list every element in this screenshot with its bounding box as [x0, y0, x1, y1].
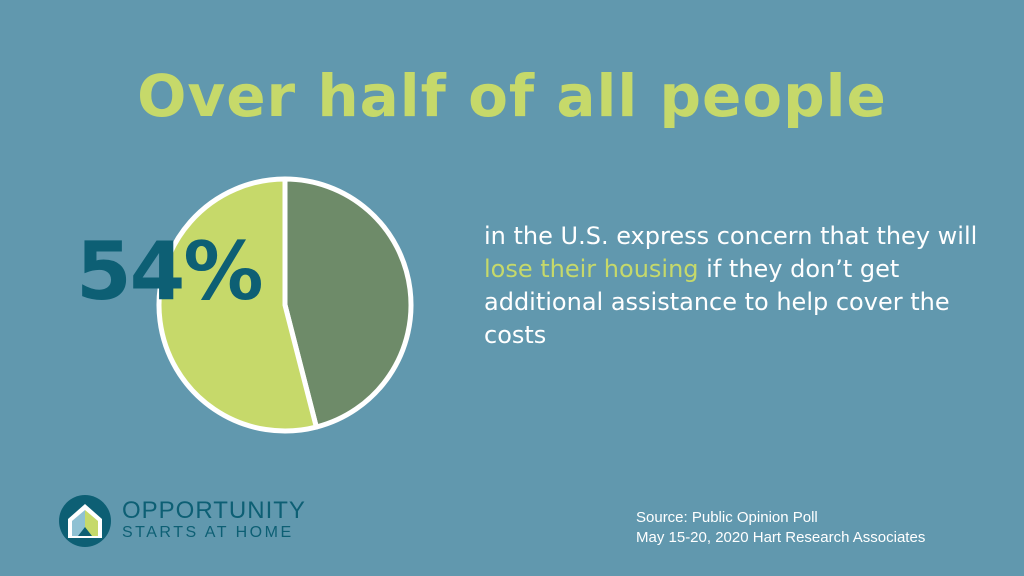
source-line-1: Source: Public Opinion Poll: [636, 509, 818, 526]
source-citation: Source: Public Opinion Poll May 15-20, 2…: [636, 508, 925, 548]
description-part-2: if they don’t get additional assistance …: [484, 255, 950, 349]
pie-chart: [156, 176, 414, 434]
pie-slice-remainder: [282, 176, 414, 430]
description-highlight: lose their housing: [484, 255, 699, 283]
source-line-2: May 15-20, 2020 Hart Research Associates: [636, 529, 926, 546]
percentage-label: 54%: [76, 225, 263, 318]
description-text: in the U.S. express concern that they wi…: [484, 220, 1004, 352]
description-part-1: in the U.S. express concern that they wi…: [484, 222, 978, 250]
house-logo-icon: [59, 495, 111, 547]
headline: Over half of all people: [137, 62, 887, 130]
pie-slice-54-percent: [156, 176, 319, 434]
logo-line-1: OPPORTUNITY: [122, 497, 306, 524]
opportunity-starts-at-home-logo: OPPORTUNITY STARTS AT HOME: [58, 494, 306, 548]
logo-line-2: STARTS AT HOME: [122, 524, 294, 541]
